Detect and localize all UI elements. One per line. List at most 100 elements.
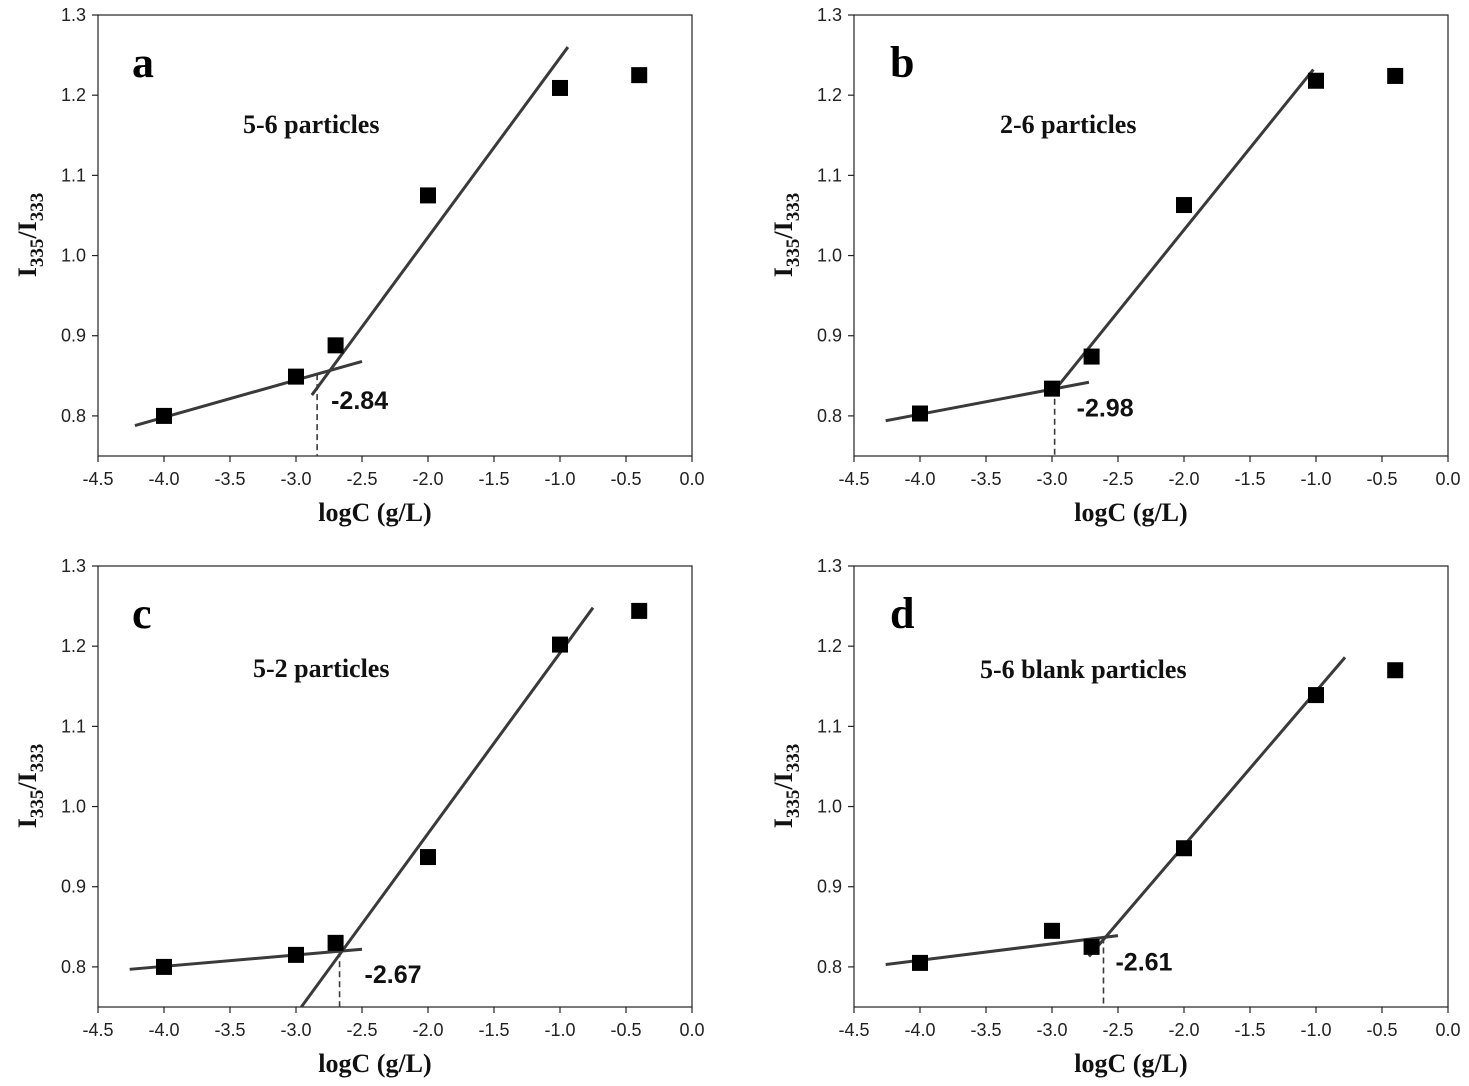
y-axis-title-sub2: 333 [27, 193, 48, 222]
y-tick-label: 1.3 [61, 556, 86, 576]
y-axis-title-sub1: 335 [783, 790, 804, 819]
data-point [1083, 938, 1100, 955]
fit-line [134, 359, 363, 427]
x-tick-label: -4.5 [838, 1020, 869, 1040]
x-tick-label: -3.5 [970, 469, 1001, 489]
y-tick-label: 1.1 [61, 716, 86, 736]
panel-letter: a [132, 38, 154, 87]
x-tick-label: -4.0 [904, 469, 935, 489]
y-axis-title-main: I [13, 818, 42, 828]
data-point [1176, 197, 1192, 214]
y-tick-label: 1.0 [817, 797, 842, 817]
x-tick-label: -0.5 [1366, 1020, 1397, 1040]
panel-b: -4.5 -4.0 -3.5 -3.0 -2.5 -2.0 -1.5 -1.0 -0.5 0.0 0… [769, 5, 1461, 527]
y-tick-label: 1.0 [61, 797, 86, 817]
fit-line [1087, 656, 1347, 958]
y-tick-label: 1.2 [61, 85, 86, 105]
data-point [156, 958, 172, 975]
y-tick-label: 1.1 [817, 165, 842, 185]
y-axis-title-sep: /I [769, 221, 798, 239]
x-tick-label: -2.5 [346, 1020, 377, 1040]
y-axis-title-sub1: 335 [783, 239, 804, 268]
x-tick-label: -4.5 [82, 469, 113, 489]
x-tick-label: -3.5 [970, 1020, 1001, 1040]
data-point [156, 407, 172, 424]
x-tick-label: -3.0 [280, 1020, 311, 1040]
data-point [552, 636, 568, 653]
y-tick-label: 0.9 [61, 877, 86, 897]
x-axis-title: logC (g/L) [318, 1049, 431, 1078]
y-axis-title-sub2: 333 [783, 744, 804, 773]
y-axis-title-sub2: 333 [783, 193, 804, 222]
x-tick-label: -2.0 [1168, 1020, 1199, 1040]
data-marks: -2.84 [134, 46, 648, 456]
x-tick-label: 0.0 [679, 469, 704, 489]
data-point [1308, 687, 1324, 704]
panel-title: 5-2 particles [253, 654, 389, 683]
plot-frame [853, 14, 1449, 457]
x-tick-label: -3.0 [1036, 469, 1067, 489]
x-axis-title: logC (g/L) [1074, 1049, 1187, 1078]
x-tick-label: -0.5 [1366, 469, 1397, 489]
intersection-annotation: -2.61 [1115, 948, 1172, 976]
y-tick-label: 1.0 [817, 246, 842, 266]
plot-frame [853, 565, 1449, 1008]
data-point [1044, 380, 1060, 397]
data-point [1308, 72, 1324, 89]
data-point [912, 405, 928, 422]
y-tick-label: 0.8 [61, 406, 86, 426]
x-tick-label: -4.5 [838, 469, 869, 489]
fit-line [300, 606, 595, 1008]
plot-frame [97, 565, 693, 1008]
data-point [420, 187, 436, 204]
x-tick-label: -2.0 [1168, 469, 1199, 489]
x-tick-label: 0.0 [1435, 469, 1460, 489]
intersection-annotation: -2.67 [365, 961, 422, 989]
y-tick-label: 0.9 [61, 326, 86, 346]
x-tick-label: -4.0 [148, 1020, 179, 1040]
x-tick-label: -1.0 [544, 1020, 575, 1040]
y-axis-title-sep: /I [769, 772, 798, 790]
x-tick-label: -2.5 [1102, 1020, 1133, 1040]
data-point [288, 368, 304, 385]
x-tick-label: -3.5 [214, 1020, 245, 1040]
data-point [327, 337, 344, 354]
data-point [327, 934, 344, 951]
x-tick-label: -3.0 [280, 469, 311, 489]
panel-d: -4.5 -4.0 -3.5 -3.0 -2.5 -2.0 -1.5 -1.0 -0.5 0.0 0… [769, 556, 1461, 1078]
x-tick-label: -4.0 [904, 1020, 935, 1040]
data-point [288, 946, 304, 963]
intersection-annotation: -2.84 [331, 387, 388, 415]
panel-title: 5-6 blank particles [980, 655, 1187, 684]
y-axis-title-main: I [13, 267, 42, 277]
plot-frame [97, 14, 693, 457]
data-point [1387, 662, 1404, 679]
data-point [1176, 840, 1192, 857]
axis-ticks: -4.5 -4.0 -3.5 -3.0 -2.5 -2.0 -1.5 -1.0 -0.5 0.0 0… [61, 556, 705, 1040]
axis-ticks: -4.5 -4.0 -3.5 -3.0 -2.5 -2.0 -1.5 -1.0 -0.5 0.0 0… [817, 5, 1461, 489]
y-tick-label: 1.2 [61, 636, 86, 656]
y-axis-title-sep: /I [13, 772, 42, 790]
data-point [1044, 922, 1060, 939]
data-marks: -2.98 [885, 67, 1404, 456]
y-axis-title-main: I [769, 818, 798, 828]
x-tick-label: -2.0 [412, 469, 443, 489]
y-tick-label: 1.0 [61, 246, 86, 266]
x-tick-label: -3.5 [214, 469, 245, 489]
x-tick-label: -1.5 [478, 469, 509, 489]
x-axis-title: logC (g/L) [1074, 498, 1187, 527]
panel-a: -4.5 -4.0 -3.5 -3.0 -2.5 -2.0 -1.5 -1.0 -0.5 0.0 0… [13, 5, 705, 527]
x-tick-label: -0.5 [610, 1020, 641, 1040]
y-tick-label: 1.3 [817, 556, 842, 576]
panel-letter: c [132, 589, 152, 638]
data-point [552, 79, 568, 96]
y-tick-label: 1.1 [61, 165, 86, 185]
y-axis-title-sub2: 333 [27, 744, 48, 773]
data-point [912, 954, 928, 971]
y-tick-label: 0.9 [817, 877, 842, 897]
x-tick-label: -4.0 [148, 469, 179, 489]
data-marks: -2.61 [885, 656, 1404, 1007]
x-tick-label: -1.5 [1234, 1020, 1265, 1040]
y-tick-label: 1.2 [817, 85, 842, 105]
